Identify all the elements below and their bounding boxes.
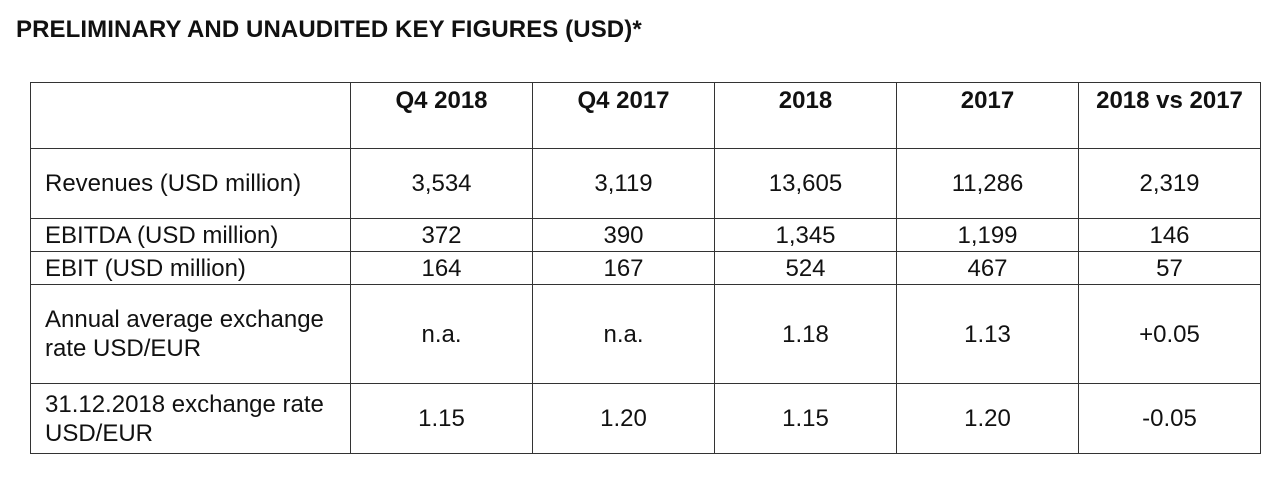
cell-value: +0.05 (1078, 284, 1261, 384)
header-corner-cell (30, 82, 351, 149)
table-header-row: Q4 2018 Q4 2017 2018 2017 2018 vs 2017 (30, 82, 1261, 149)
cell-value: 467 (896, 251, 1079, 285)
cell-value: 57 (1078, 251, 1261, 285)
cell-value: n.a. (350, 284, 533, 384)
cell-value: 372 (350, 218, 533, 252)
header-2017: 2017 (896, 82, 1079, 149)
header-q4-2017: Q4 2017 (532, 82, 715, 149)
header-2018: 2018 (714, 82, 897, 149)
cell-value: 1.18 (714, 284, 897, 384)
row-label: Annual average exchange rate USD/EUR (30, 284, 351, 384)
table-row-ebit: EBIT (USD million) 164 167 524 467 57 (30, 251, 1261, 285)
cell-value: 390 (532, 218, 715, 252)
cell-value: 164 (350, 251, 533, 285)
cell-value: 3,534 (350, 148, 533, 219)
cell-value: 1.13 (896, 284, 1079, 384)
cell-value: 11,286 (896, 148, 1079, 219)
cell-value: 1,199 (896, 218, 1079, 252)
cell-value: 3,119 (532, 148, 715, 219)
cell-value: 1.20 (896, 383, 1079, 454)
table-row-annual-average-rate: Annual average exchange rate USD/EUR n.a… (30, 284, 1261, 384)
cell-value: 1.15 (714, 383, 897, 454)
cell-value: 146 (1078, 218, 1261, 252)
key-figures-table: Q4 2018 Q4 2017 2018 2017 2018 vs 2017 R… (30, 82, 1261, 454)
table-row-year-end-rate: 31.12.2018 exchange rate USD/EUR 1.15 1.… (30, 383, 1261, 454)
cell-value: -0.05 (1078, 383, 1261, 454)
row-label: 31.12.2018 exchange rate USD/EUR (30, 383, 351, 454)
row-label: Revenues (USD million) (30, 148, 351, 219)
cell-value: 524 (714, 251, 897, 285)
cell-value: 1,345 (714, 218, 897, 252)
cell-value: 2,319 (1078, 148, 1261, 219)
header-q4-2018: Q4 2018 (350, 82, 533, 149)
row-label: EBIT (USD million) (30, 251, 351, 285)
cell-value: n.a. (532, 284, 715, 384)
table-row-ebitda: EBITDA (USD million) 372 390 1,345 1,199… (30, 218, 1261, 252)
cell-value: 167 (532, 251, 715, 285)
row-label: EBITDA (USD million) (30, 218, 351, 252)
cell-value: 1.15 (350, 383, 533, 454)
table-row-revenues: Revenues (USD million) 3,534 3,119 13,60… (30, 148, 1261, 219)
cell-value: 13,605 (714, 148, 897, 219)
header-2018-vs-2017: 2018 vs 2017 (1078, 82, 1261, 149)
page-title: PRELIMINARY AND UNAUDITED KEY FIGURES (U… (16, 16, 642, 43)
cell-value: 1.20 (532, 383, 715, 454)
